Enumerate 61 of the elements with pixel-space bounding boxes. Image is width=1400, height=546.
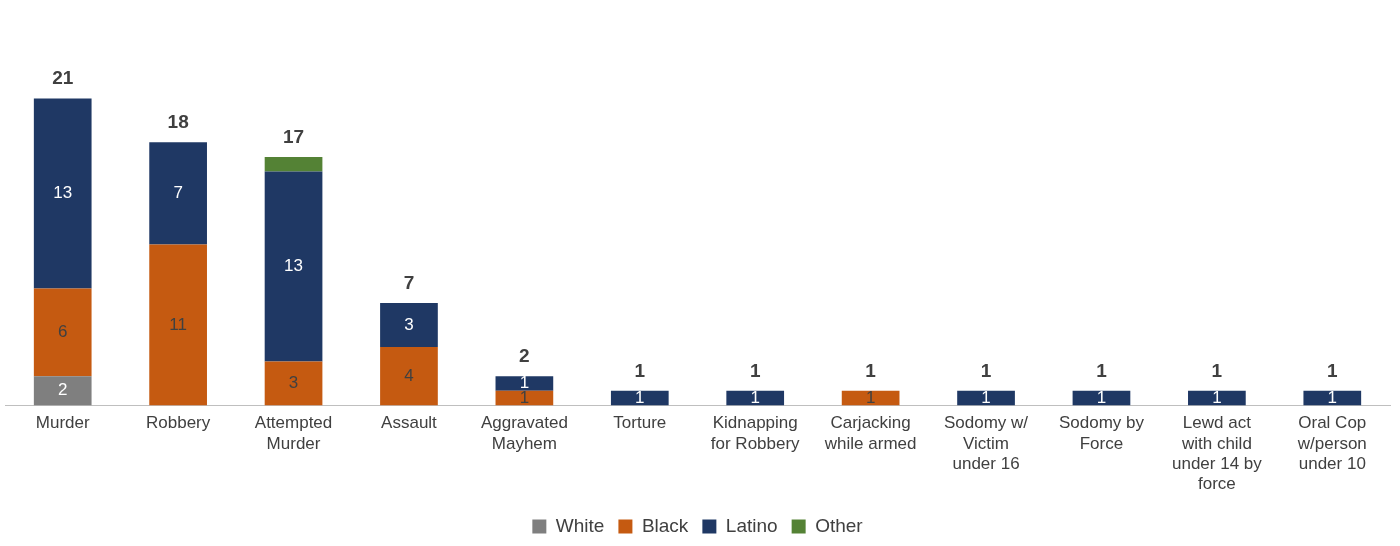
data-label: 1 (865, 387, 876, 407)
data-label: 1 (981, 387, 991, 407)
legend-label: Latino (725, 514, 778, 536)
data-label: 1 (750, 387, 760, 407)
bar (1188, 390, 1246, 406)
data-label: 1 (1327, 387, 1338, 407)
x-tick-label: Torture (613, 413, 667, 433)
total-label: 2 (519, 344, 530, 366)
data-label: 13 (284, 256, 303, 276)
data-label: 7 (173, 183, 183, 203)
legend-label: Other (815, 514, 864, 536)
bar (149, 244, 207, 406)
bar (33, 288, 92, 377)
total-label: 1 (749, 359, 761, 381)
legend-label: White (555, 514, 605, 536)
total-label: 7 (403, 271, 415, 293)
total-label: 1 (980, 359, 992, 381)
total-label: 17 (282, 125, 305, 147)
data-label: 2 (57, 380, 68, 400)
x-tick-label: Oral Cop w/person under 10 (1296, 413, 1367, 474)
data-label: 1 (1212, 387, 1222, 407)
total-label: 1 (1327, 359, 1338, 381)
bar (149, 142, 207, 245)
bar (495, 376, 554, 391)
x-tick-label: Carjacking while armed (823, 413, 917, 453)
bar (264, 171, 323, 362)
x-tick-label: Sodomy by Force (1058, 413, 1145, 453)
data-label: 3 (288, 373, 299, 393)
total-label: 1 (634, 359, 646, 381)
bar (957, 390, 1015, 406)
data-label: 13 (53, 183, 73, 203)
x-tick-label: Sodomy w/ Victim under 16 (943, 413, 1029, 474)
data-label: 4 (404, 365, 414, 385)
bar (380, 303, 438, 347)
bar (33, 376, 92, 406)
data-label: 1 (1096, 387, 1107, 407)
total-label: 21 (52, 67, 74, 89)
total-label: 1 (865, 359, 877, 381)
bar (380, 346, 438, 406)
bar (610, 390, 669, 406)
bar (1303, 390, 1362, 406)
data-label: 1 (519, 387, 530, 407)
x-tick-label: Aggravated Mayhem (480, 413, 568, 453)
x-tick-label: Attempted Murder (254, 413, 333, 453)
legend-label: Black (641, 514, 689, 536)
x-tick-label: Kidnapping for Robbery (710, 413, 801, 453)
x-tick-label: Robbery (145, 413, 211, 433)
x-tick-label: Murder (35, 413, 90, 433)
total-label: 18 (167, 111, 189, 133)
bar (264, 156, 323, 172)
data-label: 1 (635, 387, 645, 407)
total-label: 1 (1211, 359, 1223, 381)
bar (33, 98, 92, 289)
data-label: 11 (169, 314, 187, 334)
data-label: 3 (404, 314, 414, 334)
bar (264, 361, 323, 406)
x-tick-label: Assault (381, 413, 438, 433)
x-tick-label: Lewd act with child under 14 by force (1171, 413, 1263, 494)
bar (726, 390, 785, 406)
total-label: 1 (1096, 359, 1108, 381)
data-label: 6 (57, 322, 68, 342)
